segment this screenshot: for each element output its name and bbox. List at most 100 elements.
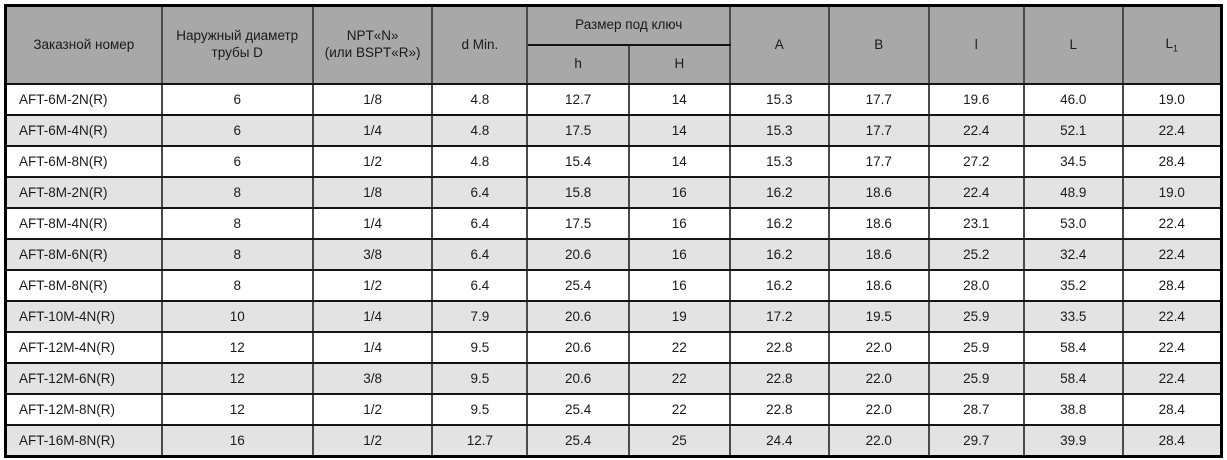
- cell-H: 16: [627, 207, 731, 240]
- table-row: AFT-8M-8N(R) 8 1/2 6.4 25.4 16 16.2 18.6…: [4, 269, 1223, 302]
- table-row: AFT-8M-6N(R) 8 3/8 6.4 20.6 16 16.2 18.6…: [4, 238, 1223, 271]
- cell-outer-diameter: 10: [160, 300, 314, 333]
- cell-npt: 1/4: [311, 300, 434, 333]
- cell-npt: 1/2: [311, 393, 434, 426]
- cell-B: 22.0: [827, 331, 930, 364]
- cell-l: 25.9: [927, 331, 1025, 364]
- cell-H: 22: [627, 362, 731, 395]
- cell-npt: 1/4: [311, 207, 434, 240]
- table-row: AFT-16M-8N(R) 16 1/2 12.7 25.4 25 24.4 2…: [4, 424, 1223, 458]
- cell-d-min: 4.8: [431, 145, 529, 178]
- cell-order-number: AFT-12M-4N(R): [4, 331, 163, 364]
- cell-A: 15.3: [728, 145, 830, 178]
- table-row: AFT-12M-6N(R) 12 3/8 9.5 20.6 22 22.8 22…: [4, 362, 1223, 395]
- cell-d-min: 4.8: [431, 114, 529, 147]
- cell-h: 12.7: [526, 83, 630, 116]
- cell-L: 35.2: [1022, 269, 1124, 302]
- cell-order-number: AFT-6M-4N(R): [4, 114, 163, 147]
- cell-l: 25.2: [927, 238, 1025, 271]
- cell-A: 15.3: [728, 83, 830, 116]
- cell-h: 20.6: [526, 331, 630, 364]
- cell-L1: 22.4: [1121, 207, 1223, 240]
- header-npt: NPT«N» (или BSPT«R»): [311, 4, 434, 85]
- table-body: AFT-6M-2N(R) 6 1/8 4.8 12.7 14 15.3 17.7…: [4, 83, 1223, 458]
- cell-L: 34.5: [1022, 145, 1124, 178]
- cell-L: 39.9: [1022, 424, 1124, 458]
- cell-npt: 1/8: [311, 176, 434, 209]
- header-A: A: [728, 4, 830, 85]
- cell-A: 22.8: [728, 393, 830, 426]
- cell-h: 17.5: [526, 207, 630, 240]
- cell-L: 32.4: [1022, 238, 1124, 271]
- cell-order-number: AFT-6M-8N(R): [4, 145, 163, 178]
- header-l: l: [927, 4, 1025, 85]
- cell-A: 17.2: [728, 300, 830, 333]
- header-B: B: [827, 4, 930, 85]
- header-npt-line2: (или BSPT«R»): [324, 45, 421, 60]
- cell-B: 17.7: [827, 83, 930, 116]
- cell-d-min: 6.4: [431, 176, 529, 209]
- header-h-lower: h: [526, 44, 630, 85]
- table-row: AFT-8M-2N(R) 8 1/8 6.4 15.8 16 16.2 18.6…: [4, 176, 1223, 209]
- cell-l: 23.1: [927, 207, 1025, 240]
- cell-A: 16.2: [728, 238, 830, 271]
- table-row: AFT-6M-8N(R) 6 1/2 4.8 15.4 14 15.3 17.7…: [4, 145, 1223, 178]
- cell-L1: 19.0: [1121, 83, 1223, 116]
- cell-A: 22.8: [728, 331, 830, 364]
- cell-h: 20.6: [526, 300, 630, 333]
- cell-npt: 3/8: [311, 238, 434, 271]
- cell-d-min: 7.9: [431, 300, 529, 333]
- header-order-number: Заказной номер: [4, 4, 163, 85]
- cell-H: 22: [627, 393, 731, 426]
- cell-B: 19.5: [827, 300, 930, 333]
- cell-order-number: AFT-8M-2N(R): [4, 176, 163, 209]
- cell-outer-diameter: 12: [160, 331, 314, 364]
- cell-L1: 28.4: [1121, 269, 1223, 302]
- header-npt-line1: NPT«N»: [346, 28, 399, 44]
- cell-l: 28.0: [927, 269, 1025, 302]
- header-L1-base: L: [1165, 35, 1174, 51]
- cell-H: 14: [627, 145, 731, 178]
- cell-h: 15.8: [526, 176, 630, 209]
- cell-d-min: 4.8: [431, 83, 529, 116]
- cell-h: 25.4: [526, 424, 630, 458]
- cell-A: 16.2: [728, 269, 830, 302]
- cell-outer-diameter: 6: [160, 145, 314, 178]
- cell-l: 22.4: [927, 176, 1025, 209]
- cell-outer-diameter: 6: [160, 114, 314, 147]
- header-L1: L1: [1121, 4, 1223, 85]
- cell-npt: 1/2: [311, 145, 434, 178]
- table-row: AFT-10M-4N(R) 10 1/4 7.9 20.6 19 17.2 19…: [4, 300, 1223, 333]
- cell-order-number: AFT-10M-4N(R): [4, 300, 163, 333]
- cell-B: 17.7: [827, 114, 930, 147]
- cell-outer-diameter: 8: [160, 207, 314, 240]
- cell-B: 18.6: [827, 238, 930, 271]
- cell-d-min: 9.5: [431, 362, 529, 395]
- table-row: AFT-6M-4N(R) 6 1/4 4.8 17.5 14 15.3 17.7…: [4, 114, 1223, 147]
- cell-H: 16: [627, 238, 731, 271]
- cell-L1: 22.4: [1121, 331, 1223, 364]
- cell-L: 52.1: [1022, 114, 1124, 147]
- cell-d-min: 12.7: [431, 424, 529, 458]
- cell-L1: 22.4: [1121, 362, 1223, 395]
- header-wrench-size-group: Размер под ключ: [526, 4, 731, 46]
- cell-L1: 28.4: [1121, 424, 1223, 458]
- cell-outer-diameter: 12: [160, 362, 314, 395]
- cell-L1: 22.4: [1121, 114, 1223, 147]
- cell-npt: 1/2: [311, 424, 434, 458]
- cell-npt: 3/8: [311, 362, 434, 395]
- cell-outer-diameter: 12: [160, 393, 314, 426]
- cell-A: 22.8: [728, 362, 830, 395]
- cell-npt: 1/4: [311, 114, 434, 147]
- cell-h: 15.4: [526, 145, 630, 178]
- table-row: AFT-8M-4N(R) 8 1/4 6.4 17.5 16 16.2 18.6…: [4, 207, 1223, 240]
- cell-L: 38.8: [1022, 393, 1124, 426]
- cell-h: 25.4: [526, 269, 630, 302]
- cell-H: 16: [627, 269, 731, 302]
- cell-B: 18.6: [827, 207, 930, 240]
- cell-B: 22.0: [827, 424, 930, 458]
- cell-L1: 22.4: [1121, 300, 1223, 333]
- cell-L: 53.0: [1022, 207, 1124, 240]
- cell-H: 25: [627, 424, 731, 458]
